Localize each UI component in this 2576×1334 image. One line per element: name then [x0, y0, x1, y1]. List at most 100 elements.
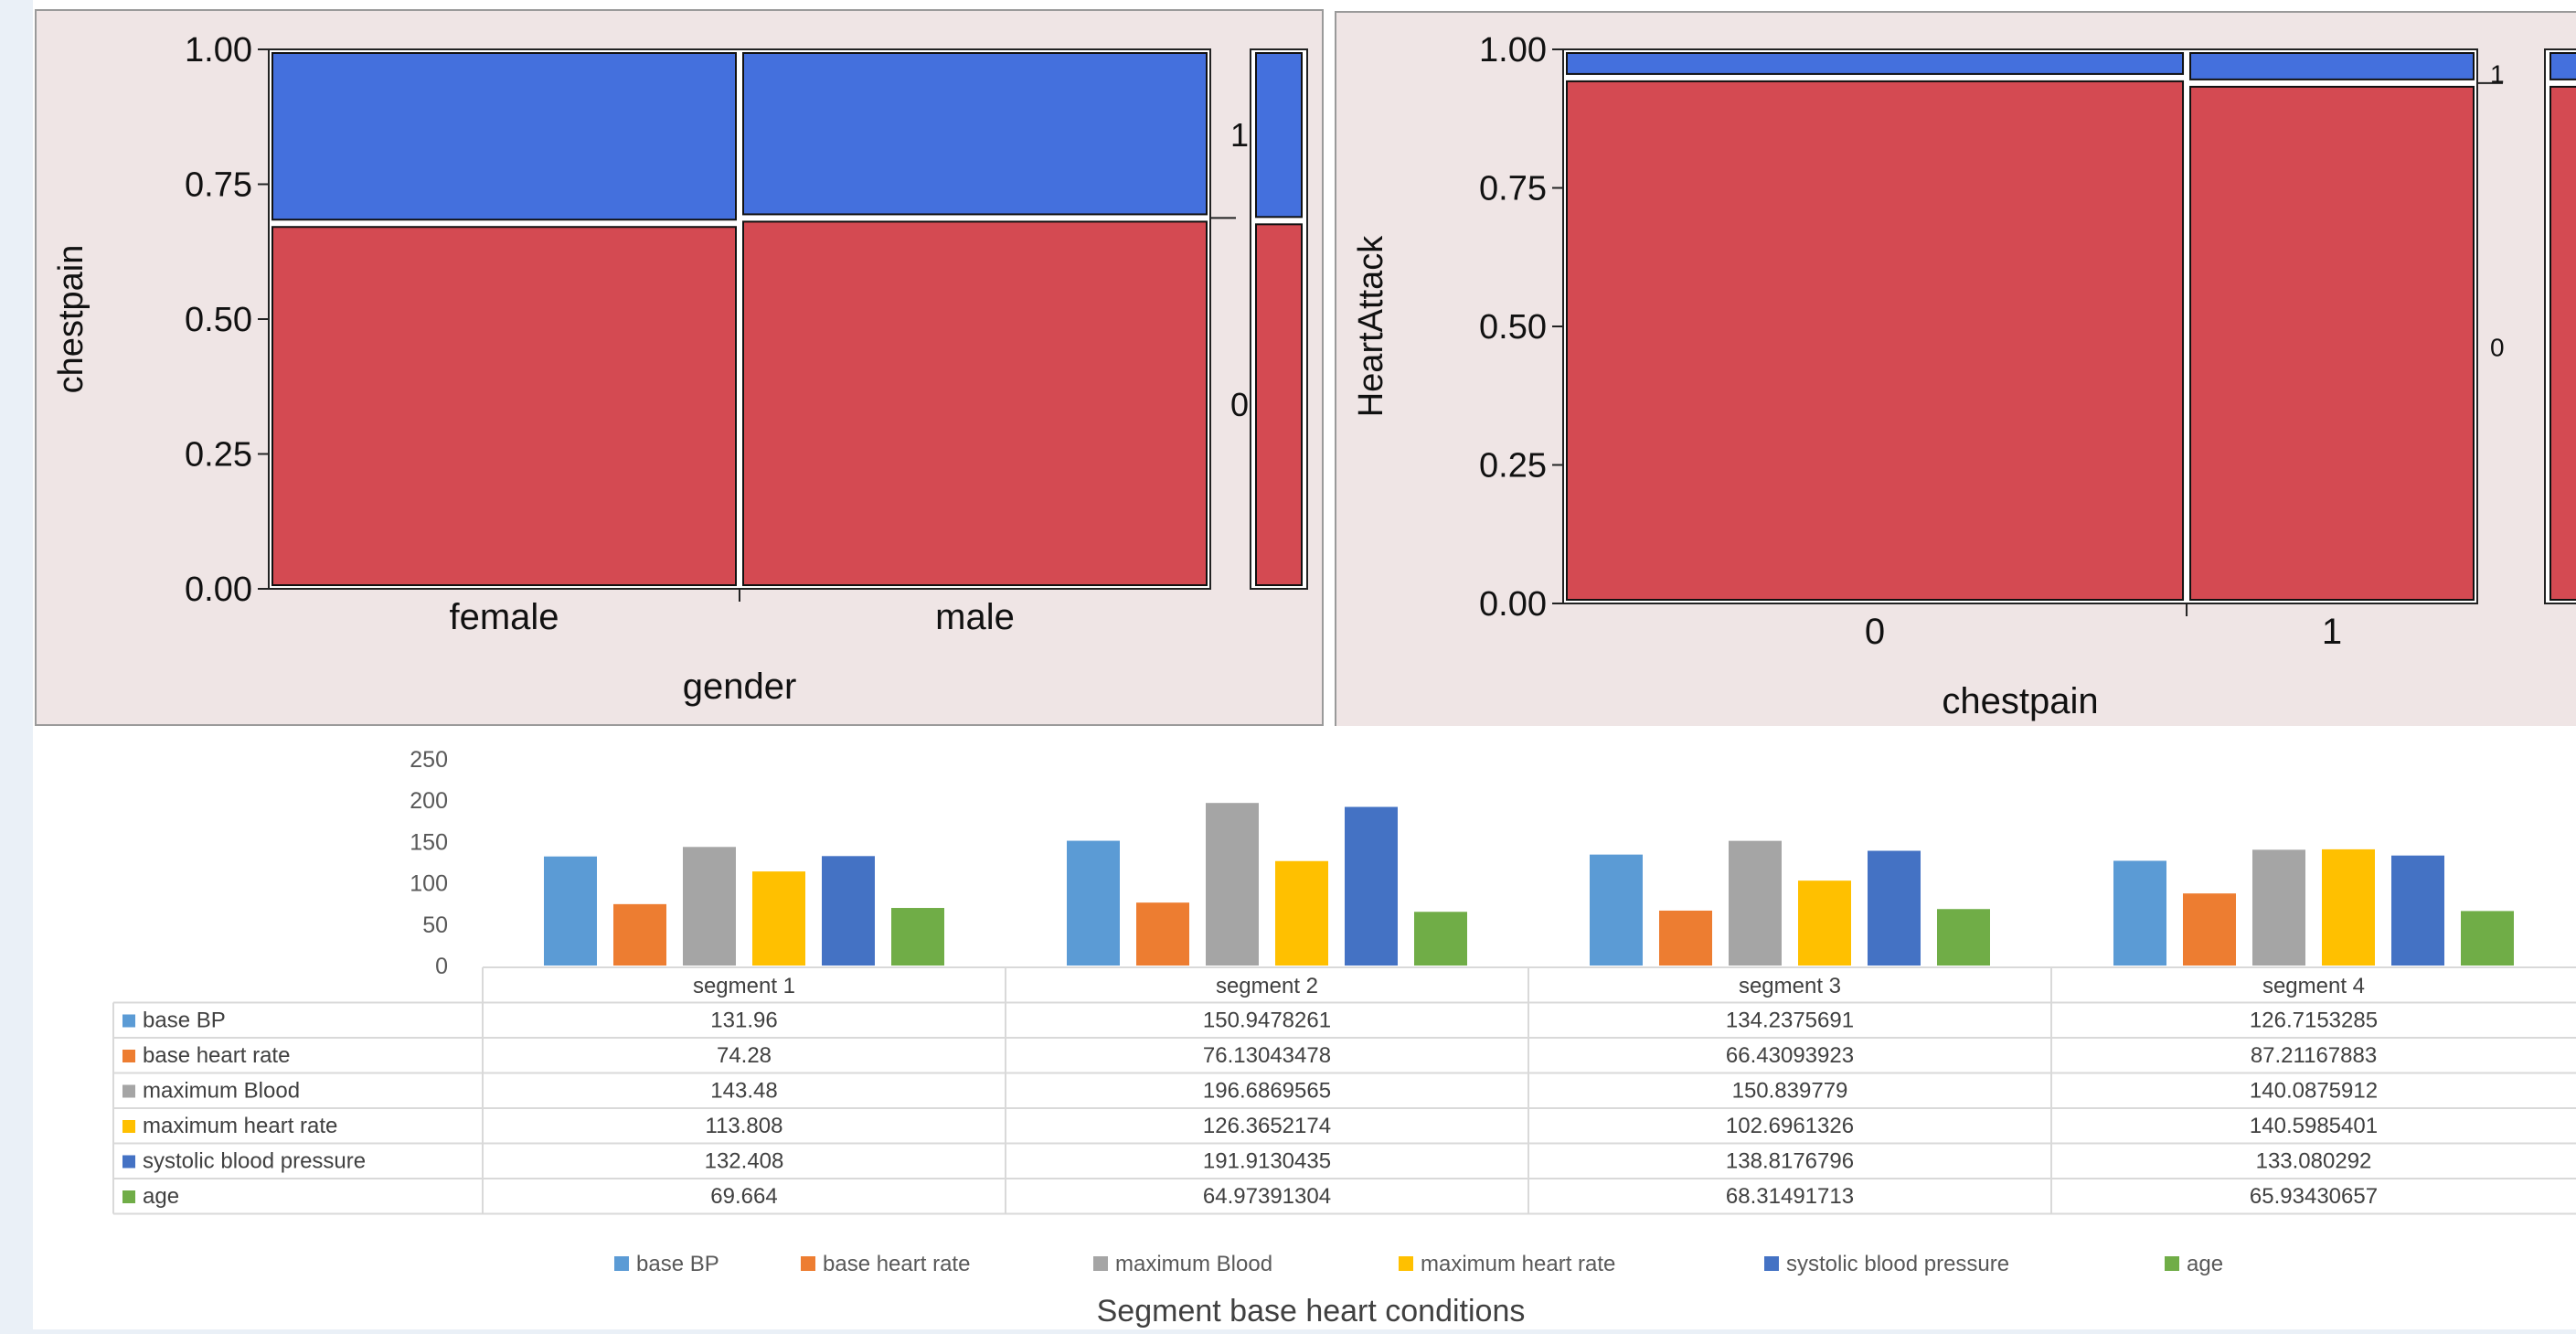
y-tick-label: 0.50 — [185, 301, 252, 339]
table-cell-value: 76.13043478 — [1203, 1043, 1331, 1068]
level-label-1: 1 — [2490, 59, 2505, 88]
bar-base-bp — [544, 856, 597, 966]
bar-systolic-blood-pressure — [2391, 855, 2444, 966]
table-legend-swatch — [122, 1155, 135, 1169]
table-row-label: systolic blood pressure — [143, 1149, 366, 1174]
table-header-segment-3: segment 3 — [1739, 974, 1841, 998]
bar-base-bp — [1067, 840, 1120, 966]
y-tick-label: 50 — [422, 912, 448, 938]
bar-base-heart-rate — [613, 903, 666, 966]
table-cell-value: 65.93430657 — [2250, 1184, 2378, 1209]
bar-age — [1937, 909, 1990, 966]
bar-base-bp — [1590, 854, 1643, 966]
bar-chart-segments: 0 50 100 150 200 250 segment 1 segment 2 segment… — [112, 747, 2576, 1329]
y-tick-label: 0.25 — [1479, 447, 1547, 486]
bar-base-heart-rate — [1659, 910, 1712, 966]
table-cell-value: 69.664 — [710, 1184, 777, 1209]
table-row-label: maximum Blood — [143, 1079, 300, 1104]
table-row-label: age — [143, 1184, 179, 1209]
table-cell-value: 133.080292 — [2256, 1149, 2372, 1174]
legend-label: maximum Blood — [1115, 1252, 1272, 1276]
table-cell-value: 113.808 — [706, 1114, 783, 1138]
mosaic-tile-level-0 — [2189, 85, 2475, 601]
chart-title: Segment base heart conditions — [1097, 1294, 1526, 1329]
table-row-label: base BP — [143, 1009, 226, 1033]
x-axis-title: gender — [683, 667, 797, 707]
table-cell-value: 102.6961326 — [1726, 1114, 1854, 1138]
mosaic-panel-chestpain: 0.00 0.25 0.50 0.75 1.00 0 1 chestpain HeartAtta… — [1335, 11, 2576, 726]
y-tick-label: 0 — [435, 954, 448, 979]
marginal-tile-level-1 — [1255, 52, 1303, 219]
mosaic-chart-gender-chestpain: 0.00 0.25 0.50 0.75 1.00 female male gender ches… — [52, 31, 1308, 707]
bar-systolic-blood-pressure — [1868, 850, 1921, 966]
table-legend-swatch — [122, 1120, 135, 1133]
bar-maximum-heart-rate — [1798, 880, 1851, 966]
table-legend-swatch — [122, 1050, 135, 1062]
table-cell-value: 68.31491713 — [1726, 1184, 1854, 1209]
table-cell-value: 143.48 — [710, 1079, 777, 1104]
marginal-tile-level-1 — [2549, 52, 2576, 80]
bar-maximum-blood — [1729, 840, 1782, 966]
table-legend-swatch — [122, 1014, 135, 1028]
y-tick-label: 1.00 — [1479, 31, 1547, 69]
y-axis-title: HeartAttack — [1352, 235, 1390, 418]
legend-swatch — [2165, 1256, 2179, 1271]
marginal-tile-level-0 — [1255, 223, 1303, 587]
table-cell-value: 196.6869565 — [1203, 1079, 1331, 1104]
mosaic-tile-level-0 — [271, 226, 737, 587]
legend-label: base heart rate — [823, 1252, 970, 1276]
y-tick-label: 0.00 — [1479, 585, 1547, 624]
level-label-0: 0 — [2490, 333, 2505, 361]
bar-maximum-blood — [683, 847, 736, 966]
bar-maximum-blood — [1206, 803, 1259, 966]
table-header-segment-4: segment 4 — [2262, 974, 2365, 998]
table-cell-value: 126.3652174 — [1203, 1114, 1331, 1138]
table-cell-value: 140.0875912 — [2250, 1079, 2378, 1104]
legend-swatch — [614, 1256, 629, 1271]
y-tick-label: 1.00 — [185, 31, 252, 69]
table-legend-swatch — [122, 1084, 135, 1098]
level-label-1: 1 — [1230, 116, 1249, 154]
table-cell-value: 150.9478261 — [1203, 1009, 1331, 1033]
mosaic-tile-level-0 — [1566, 80, 2185, 602]
table-cell-value: 140.5985401 — [2250, 1114, 2378, 1138]
table-cell-value: 66.43093923 — [1726, 1043, 1854, 1068]
x-category-label: 1 — [2322, 612, 2342, 652]
y-tick-label: 0.00 — [185, 571, 252, 609]
marginal-tile-level-0 — [2549, 85, 2576, 601]
bar-maximum-heart-rate — [752, 871, 805, 966]
table-cell-value: 126.7153285 — [2250, 1009, 2378, 1033]
mosaic-chart-chestpain-heartattack: 0.00 0.25 0.50 0.75 1.00 0 1 chestpain HeartAtta… — [1352, 31, 2576, 721]
table-row-label: base heart rate — [143, 1043, 290, 1068]
mosaic-tile-level-0 — [742, 220, 1208, 586]
bar-age — [2461, 911, 2514, 966]
bar-maximum-heart-rate — [1275, 860, 1328, 966]
mosaic-tile-level-1 — [2189, 52, 2475, 80]
y-tick-label: 0.75 — [1479, 170, 1547, 208]
level-label-0: 0 — [1230, 386, 1249, 423]
bar-age — [1414, 912, 1467, 966]
legend-label: age — [2187, 1252, 2223, 1276]
mosaic-panel-gender: 0.00 0.25 0.50 0.75 1.00 female male gender ches… — [35, 9, 1324, 726]
x-category-label: male — [935, 597, 1015, 637]
y-tick-label: 200 — [410, 788, 448, 814]
table-cell-value: 64.97391304 — [1203, 1184, 1331, 1209]
bar-systolic-blood-pressure — [1345, 806, 1398, 966]
x-category-label: female — [449, 597, 559, 637]
bar-base-bp — [2113, 860, 2166, 966]
bar-age — [891, 908, 944, 966]
table-legend-swatch — [122, 1190, 135, 1203]
y-tick-label: 0.75 — [185, 166, 252, 205]
mosaic-tile-level-1 — [742, 52, 1208, 216]
y-tick-label: 250 — [410, 747, 448, 773]
table-cell-value: 87.21167883 — [2251, 1043, 2377, 1068]
legend-label: base BP — [636, 1252, 719, 1276]
y-tick-label: 0.25 — [185, 436, 252, 475]
legend-swatch — [1093, 1256, 1108, 1271]
bar-systolic-blood-pressure — [822, 856, 875, 966]
legend-swatch — [1399, 1256, 1413, 1271]
y-tick-label: 0.50 — [1479, 308, 1547, 347]
table-cell-value: 74.28 — [717, 1043, 772, 1068]
table-header-segment-1: segment 1 — [693, 974, 795, 998]
table-cell-value: 138.8176796 — [1726, 1149, 1854, 1174]
